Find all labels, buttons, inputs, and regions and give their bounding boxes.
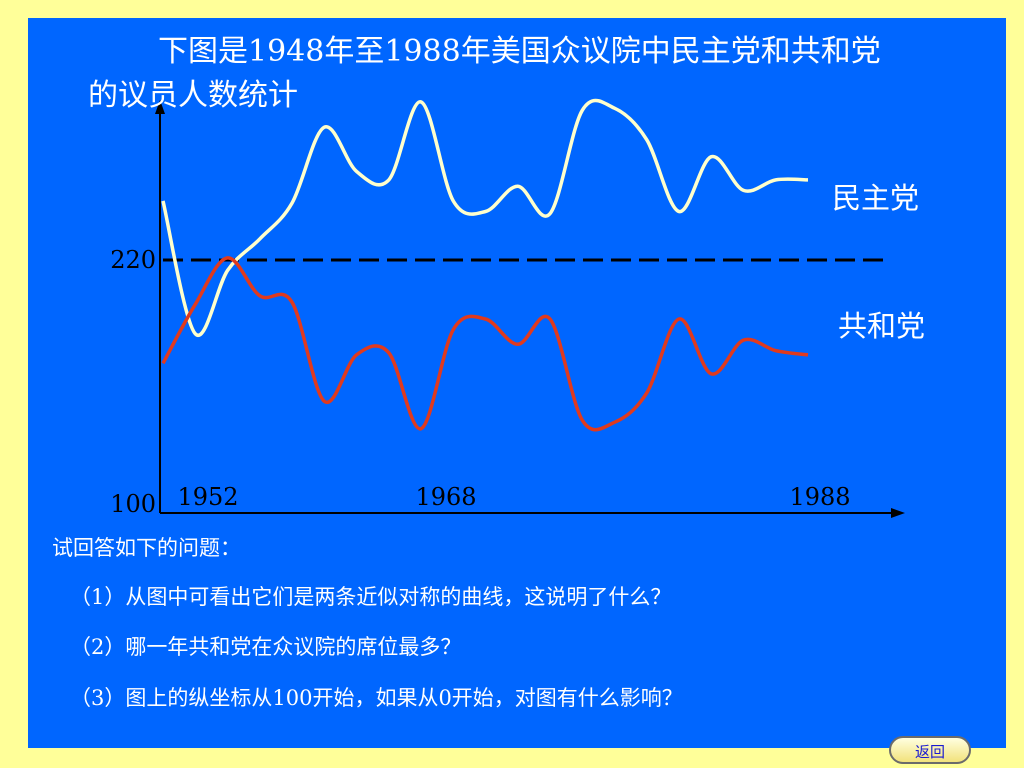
y-tick-label-1: 220 [110, 246, 156, 274]
legend-label-republican-line: 共和党 [838, 309, 925, 343]
y-tick-label-0: 100 [110, 490, 156, 518]
x-tick-label-1: 1968 [415, 483, 476, 511]
chart-series-layer [161, 98, 809, 432]
y-axis-arrow [155, 100, 165, 114]
x-tick-label-2: 1988 [789, 483, 850, 511]
democrat-line [161, 98, 809, 338]
x-tick-label-0: 1952 [177, 483, 238, 511]
chart-tick-layer: 1952 1968 1988 100 220 [110, 246, 850, 518]
back-button[interactable]: 返回 [889, 736, 971, 764]
slide-background [28, 18, 1006, 748]
question-2: （2）哪一年共和党在众议院的席位最多？ [70, 635, 462, 659]
question-3: （3）图上的纵坐标从100开始，如果从0开始，对图有什么影响？ [70, 686, 683, 710]
legend-label-democrat-line: 民主党 [832, 181, 919, 215]
x-axis-arrow [891, 508, 905, 518]
chart-axes [155, 100, 905, 518]
republican-line [161, 256, 809, 432]
chart-title-line1: 下图是1948年至1988年美国众议院中民主党和共和党 [158, 34, 881, 69]
question-1: （1）从图中可看出它们是两条近似对称的曲线，这说明了什么？ [70, 585, 672, 609]
chart-title-line2: 的议员人数统计 [88, 78, 298, 113]
question-intro: 试回答如下的问题： [52, 536, 241, 560]
